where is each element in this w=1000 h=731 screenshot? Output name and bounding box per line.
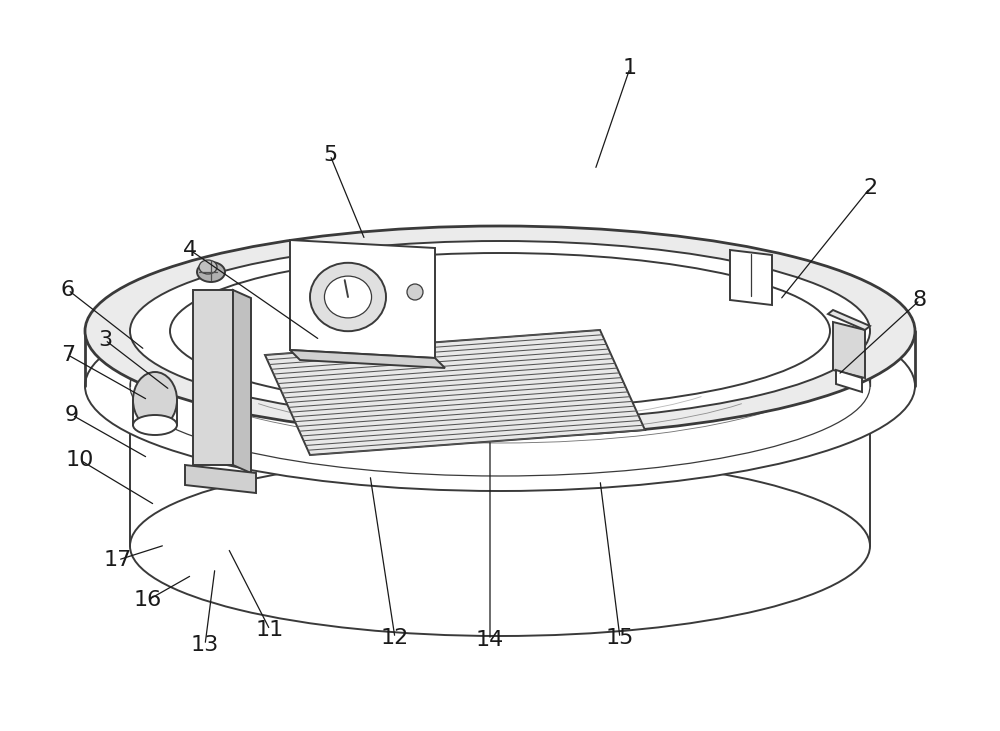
Polygon shape [265,330,645,455]
Text: 10: 10 [66,450,94,470]
Text: 1: 1 [623,58,637,78]
Text: 13: 13 [191,635,219,655]
Polygon shape [828,310,870,330]
Ellipse shape [399,530,421,542]
Text: 14: 14 [476,630,504,650]
Ellipse shape [310,263,386,331]
Ellipse shape [509,530,531,542]
Text: 15: 15 [606,628,634,648]
Text: 7: 7 [61,345,75,365]
Text: 9: 9 [65,405,79,425]
Polygon shape [130,361,870,546]
Ellipse shape [399,578,421,590]
Polygon shape [185,465,256,493]
Text: 16: 16 [134,590,162,610]
Text: 4: 4 [183,240,197,260]
Text: 3: 3 [98,330,112,350]
Ellipse shape [199,260,217,274]
Ellipse shape [130,241,870,421]
Text: 2: 2 [863,178,877,198]
Ellipse shape [130,271,870,451]
Ellipse shape [609,578,631,590]
Ellipse shape [197,262,225,282]
Ellipse shape [324,276,372,318]
Ellipse shape [309,578,331,590]
Ellipse shape [170,253,830,409]
Polygon shape [730,250,772,305]
Polygon shape [290,240,435,358]
Polygon shape [233,290,251,473]
Ellipse shape [130,456,870,636]
Text: 6: 6 [61,280,75,300]
Ellipse shape [133,372,177,428]
Ellipse shape [509,578,531,590]
Polygon shape [290,350,445,368]
Text: 17: 17 [104,550,132,570]
Text: 11: 11 [256,620,284,640]
Ellipse shape [609,530,631,542]
Ellipse shape [130,296,870,476]
Text: 8: 8 [913,290,927,310]
Ellipse shape [309,530,331,542]
Ellipse shape [85,226,915,436]
Polygon shape [833,322,865,378]
Text: 12: 12 [381,628,409,648]
Ellipse shape [85,281,915,491]
Ellipse shape [133,415,177,435]
Polygon shape [193,290,233,465]
Polygon shape [836,370,862,392]
Ellipse shape [407,284,423,300]
Text: 5: 5 [323,145,337,165]
